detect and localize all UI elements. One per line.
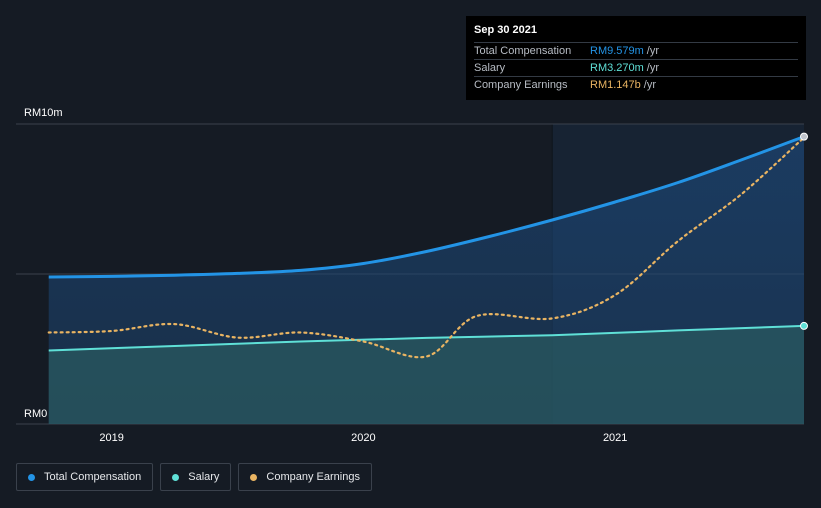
total-compensation-end-point [800, 132, 808, 141]
tooltip-label-earnings: Company Earnings [474, 79, 568, 91]
salary-dot-icon [172, 473, 180, 481]
tooltip-value-earnings: RM1.147b [590, 79, 641, 91]
x-tick-label-2021: 2021 [603, 432, 627, 444]
legend-label-total: Total Compensation [44, 471, 142, 483]
tooltip-value-total: RM9.579m [590, 45, 644, 57]
legend-label-salary: Salary [188, 471, 220, 483]
y-tick-label-0: RM0 [24, 408, 47, 420]
total-compensation-dot-icon [28, 473, 35, 481]
legend: Total Compensation Salary Company Earnin… [16, 463, 372, 491]
tooltip-date: Sep 30 2021 [474, 24, 537, 36]
salary-end-point [800, 321, 808, 330]
y-tick-label-10: RM10m [24, 107, 63, 119]
company-earnings-line [47, 136, 806, 359]
legend-label-earnings: Company Earnings [266, 471, 360, 483]
salary-line [48, 324, 805, 352]
tooltip-unit-salary: /yr [646, 62, 660, 74]
tooltip-row-earnings: Company Earnings RM1.147b /yr [474, 76, 798, 93]
total-compensation-line [48, 135, 805, 279]
x-tick-label-2019: 2019 [99, 432, 123, 444]
tooltip-value-salary: RM3.270m [590, 62, 644, 74]
tooltip-row-salary: Salary RM3.270m /yr [474, 59, 798, 76]
salary-area [48, 325, 804, 424]
x-tick-label-2020: 2020 [351, 432, 375, 444]
tooltip-unit-earnings: /yr [643, 79, 656, 91]
legend-item-total-compensation[interactable]: Total Compensation [16, 463, 154, 491]
tooltip-label-salary: Salary [474, 62, 506, 74]
legend-item-salary[interactable]: Salary [160, 463, 232, 491]
company-earnings-dot-icon [250, 473, 258, 481]
tooltip-row-total: Total Compensation RM9.579m /yr [474, 42, 798, 59]
legend-item-company-earnings[interactable]: Company Earnings [238, 463, 372, 491]
tooltip: Sep 30 2021 Total Compensation RM9.579m … [466, 16, 806, 100]
tooltip-unit-total: /yr [646, 45, 660, 57]
tooltip-label-total: Total Compensation [474, 45, 572, 57]
